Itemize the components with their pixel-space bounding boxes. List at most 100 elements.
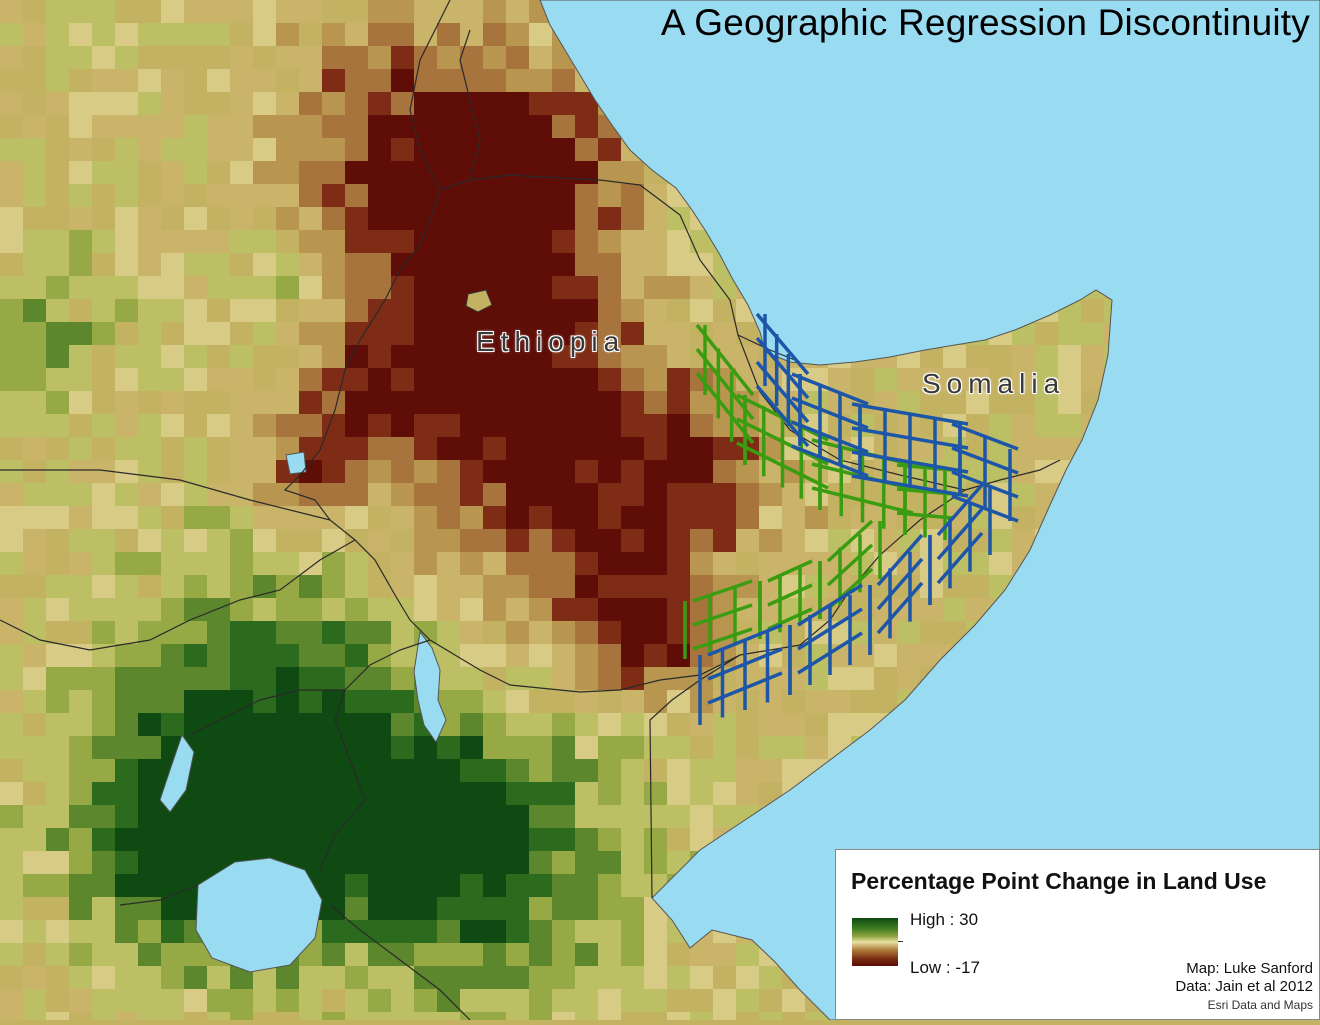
- raster-cell: [552, 782, 575, 805]
- raster-cell: [276, 989, 299, 1012]
- raster-cell: [460, 805, 483, 828]
- raster-cell: [92, 529, 115, 552]
- raster-cell: [575, 460, 598, 483]
- raster-cell: [759, 552, 782, 575]
- grid-line: [951, 470, 1019, 499]
- grid-line: [951, 494, 1019, 523]
- raster-cell: [644, 621, 667, 644]
- raster-cell: [46, 483, 69, 506]
- raster-cell: [414, 437, 437, 460]
- raster-cell: [598, 621, 621, 644]
- raster-cell: [598, 253, 621, 276]
- raster-cell: [621, 276, 644, 299]
- raster-cell: [253, 805, 276, 828]
- raster-cell: [138, 552, 161, 575]
- raster-cell: [828, 713, 851, 736]
- raster-cell: [46, 805, 69, 828]
- raster-cell: [529, 851, 552, 874]
- raster-cell: [1012, 414, 1035, 437]
- raster-cell: [437, 966, 460, 989]
- raster-cell: [253, 736, 276, 759]
- raster-cell: [483, 851, 506, 874]
- raster-cell: [322, 851, 345, 874]
- raster-cell: [483, 207, 506, 230]
- raster-cell: [161, 391, 184, 414]
- raster-cell: [690, 782, 713, 805]
- raster-cell: [92, 989, 115, 1012]
- raster-cell: [391, 460, 414, 483]
- raster-cell: [644, 690, 667, 713]
- raster-cell: [0, 713, 23, 736]
- raster-cell: [437, 874, 460, 897]
- raster-cell: [46, 253, 69, 276]
- raster-cell: [46, 23, 69, 46]
- grid-line: [851, 474, 969, 498]
- raster-cell: [276, 782, 299, 805]
- raster-cell: [184, 276, 207, 299]
- raster-cell: [115, 46, 138, 69]
- raster-cell: [713, 759, 736, 782]
- raster-cell: [230, 184, 253, 207]
- raster-cell: [667, 460, 690, 483]
- raster-cell: [23, 414, 46, 437]
- raster-cell: [667, 529, 690, 552]
- raster-cell: [69, 920, 92, 943]
- raster-cell: [391, 828, 414, 851]
- raster-cell: [46, 828, 69, 851]
- raster-cell: [23, 1012, 46, 1025]
- raster-cell: [460, 345, 483, 368]
- raster-cell: [92, 713, 115, 736]
- raster-cell: [253, 690, 276, 713]
- raster-cell: [460, 874, 483, 897]
- raster-cell: [230, 759, 253, 782]
- raster-cell: [391, 299, 414, 322]
- raster-cell: [437, 322, 460, 345]
- raster-cell: [644, 460, 667, 483]
- raster-cell: [184, 368, 207, 391]
- grid-line: [811, 486, 914, 515]
- raster-cell: [69, 713, 92, 736]
- raster-cell: [483, 805, 506, 828]
- raster-cell: [460, 322, 483, 345]
- raster-cell: [1035, 414, 1058, 437]
- raster-cell: [621, 598, 644, 621]
- raster-cell: [552, 1012, 575, 1025]
- raster-cell: [782, 483, 805, 506]
- raster-cell: [644, 782, 667, 805]
- raster-cell: [483, 414, 506, 437]
- raster-cell: [69, 644, 92, 667]
- raster-cell: [506, 828, 529, 851]
- raster-cell: [322, 460, 345, 483]
- raster-cell: [483, 989, 506, 1012]
- raster-cell: [552, 552, 575, 575]
- raster-cell: [299, 207, 322, 230]
- raster-cell: [299, 161, 322, 184]
- raster-cell: [345, 46, 368, 69]
- raster-cell: [437, 759, 460, 782]
- raster-cell: [46, 0, 69, 23]
- raster-cell: [621, 966, 644, 989]
- raster-cell: [253, 391, 276, 414]
- raster-cell: [460, 667, 483, 690]
- raster-cell: [621, 345, 644, 368]
- raster-cell: [483, 138, 506, 161]
- raster-cell: [23, 667, 46, 690]
- raster-cell: [460, 253, 483, 276]
- raster-cell: [322, 23, 345, 46]
- raster-cell: [414, 368, 437, 391]
- raster-cell: [713, 782, 736, 805]
- raster-cell: [437, 897, 460, 920]
- raster-cell: [483, 276, 506, 299]
- raster-cell: [529, 230, 552, 253]
- raster-cell: [230, 207, 253, 230]
- raster-cell: [161, 989, 184, 1012]
- raster-cell: [483, 437, 506, 460]
- grid-line: [876, 581, 924, 635]
- raster-cell: [23, 598, 46, 621]
- raster-cell: [230, 828, 253, 851]
- raster-cell: [138, 667, 161, 690]
- raster-cell: [621, 713, 644, 736]
- raster-cell: [506, 23, 529, 46]
- raster-cell: [460, 575, 483, 598]
